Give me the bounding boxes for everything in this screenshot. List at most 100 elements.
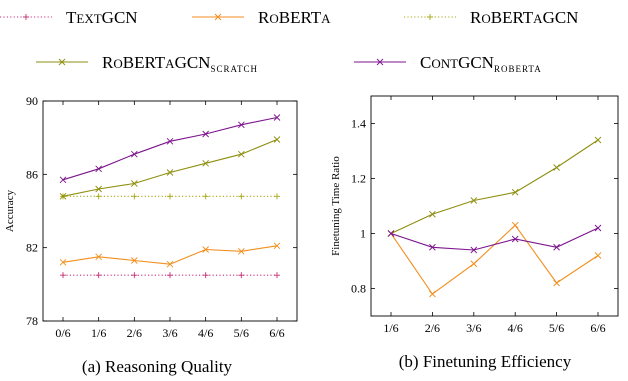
data-point bbox=[95, 193, 102, 200]
x-tick-label: 1/6 bbox=[91, 326, 106, 340]
legend-marker bbox=[58, 58, 66, 66]
data-point bbox=[202, 272, 209, 279]
data-point bbox=[553, 279, 560, 287]
data-point bbox=[167, 272, 173, 279]
panel-finetuning-efficiency: 0.8 1 1.2 1.4 1/6 2/6 3/6 4/6 5/6 6/6 Finetuning T… bbox=[330, 95, 619, 371]
data-point bbox=[273, 136, 281, 143]
series-line bbox=[62, 116, 278, 181]
legend-label: ROBERTAGCNSCRATCH bbox=[102, 53, 258, 74]
data-point bbox=[167, 193, 173, 200]
y-tick-label: 1.2 bbox=[351, 172, 366, 186]
panel-reasoning-quality: 78 82 86 90 0/6 1/6 2/6 3/6 4/6 5/6 6/6 Accuracy (a)… bbox=[4, 94, 298, 376]
label-part: BERT bbox=[279, 8, 322, 27]
data-point bbox=[202, 193, 209, 200]
data-point bbox=[95, 253, 102, 261]
data-point bbox=[238, 193, 245, 200]
series-robertagcn-scratch bbox=[59, 136, 281, 200]
label-part: GCN bbox=[458, 53, 494, 72]
data-point bbox=[238, 121, 245, 129]
series-line bbox=[390, 227, 599, 251]
data-point bbox=[131, 180, 138, 187]
data-point bbox=[594, 136, 602, 144]
series-roberta bbox=[59, 242, 281, 268]
legend-item-textgcn: TEXTGCN bbox=[0, 8, 138, 27]
y-tick-label: 86 bbox=[26, 167, 38, 181]
label-part: A bbox=[165, 56, 175, 71]
data-point bbox=[238, 248, 245, 255]
data-point bbox=[470, 260, 478, 268]
series-robertagcn-scratch bbox=[387, 136, 602, 237]
y-tick-label: 1 bbox=[360, 227, 366, 241]
label-part: A bbox=[533, 11, 543, 26]
legend-item-robertagcn-scratch: ROBERTAGCNSCRATCH bbox=[36, 53, 258, 74]
series-textgcn bbox=[60, 272, 280, 279]
y-axis-label: Accuracy bbox=[4, 189, 16, 232]
data-point bbox=[470, 197, 478, 204]
x-tick-label: 3/6 bbox=[162, 326, 177, 340]
label-part: GCN bbox=[102, 8, 138, 27]
y-tick-label: 1.4 bbox=[351, 117, 366, 131]
data-point bbox=[202, 160, 209, 167]
data-point bbox=[429, 210, 436, 218]
label-initial: R bbox=[102, 53, 114, 72]
label-part: O bbox=[269, 11, 278, 26]
legend-marker bbox=[23, 14, 29, 20]
x-tick-label: 0/6 bbox=[55, 326, 70, 340]
legend-label-subscript: SCRATCH bbox=[210, 64, 258, 74]
data-point bbox=[60, 272, 66, 279]
legend-marker bbox=[427, 14, 433, 20]
data-point bbox=[95, 272, 102, 279]
legend-label: ROBERTA bbox=[258, 8, 331, 27]
data-point bbox=[429, 290, 436, 298]
series-roberta bbox=[387, 221, 602, 298]
label-initial: T bbox=[66, 8, 77, 27]
label-part: O bbox=[481, 11, 490, 26]
data-point bbox=[429, 243, 436, 251]
series-line bbox=[62, 245, 278, 265]
data-point bbox=[387, 230, 395, 237]
series-robertagcn bbox=[60, 193, 280, 200]
data-point bbox=[95, 185, 102, 193]
label-initial: R bbox=[258, 8, 270, 27]
x-tick-label: 4/6 bbox=[198, 326, 213, 340]
x-tick-label: 1/6 bbox=[383, 321, 398, 335]
x-tick-label: 2/6 bbox=[425, 321, 440, 335]
legend-marker bbox=[376, 58, 384, 66]
data-point bbox=[511, 221, 519, 229]
x-tick-label: 6/6 bbox=[269, 326, 284, 340]
data-point bbox=[511, 188, 519, 196]
data-point bbox=[166, 138, 174, 145]
label-part: BERT bbox=[123, 53, 166, 72]
y-tick-label: 82 bbox=[26, 241, 38, 255]
label-initial: R bbox=[470, 8, 482, 27]
x-tick-label: 2/6 bbox=[127, 326, 142, 340]
legend-label: CONTGCNROBERTA bbox=[420, 53, 542, 74]
data-point bbox=[274, 272, 280, 279]
legend-marker bbox=[214, 13, 222, 21]
plot-frame bbox=[42, 100, 298, 322]
panel-caption: (b) Finetuning Efficiency bbox=[399, 352, 572, 371]
data-point bbox=[166, 169, 174, 176]
data-point bbox=[166, 260, 174, 268]
data-point bbox=[273, 114, 281, 121]
label-part: ONT bbox=[431, 56, 458, 71]
data-point bbox=[202, 130, 209, 138]
data-point bbox=[131, 272, 138, 279]
x-tick-label: 5/6 bbox=[234, 326, 249, 340]
data-point bbox=[95, 165, 102, 173]
data-point bbox=[273, 242, 281, 250]
data-point bbox=[594, 224, 602, 232]
legend-item-robertagcn: ROBERTAGCN bbox=[404, 8, 578, 27]
legend-item-roberta: ROBERTA bbox=[192, 8, 331, 27]
data-point bbox=[59, 193, 67, 200]
y-tick-label: 0.8 bbox=[351, 282, 366, 296]
legend-label: TEXTGCN bbox=[66, 8, 138, 27]
label-part: EXT bbox=[76, 11, 101, 26]
series-line bbox=[390, 139, 599, 234]
x-tick-label: 3/6 bbox=[466, 321, 481, 335]
legend: TEXTGCN ROBERTA ROBERTAGCNROBERTAGCNSCRATC… bbox=[0, 8, 578, 74]
data-point bbox=[274, 193, 280, 200]
series-contgcn-roberta bbox=[59, 114, 281, 184]
data-point bbox=[59, 176, 67, 184]
